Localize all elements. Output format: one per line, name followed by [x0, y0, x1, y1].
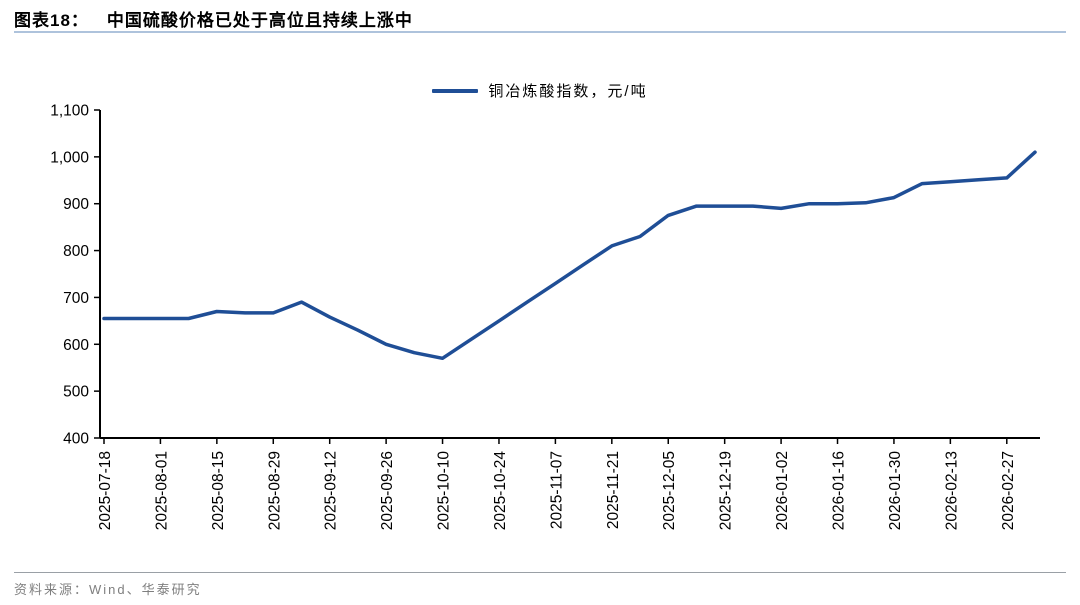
x-axis-label: 2025-11-07	[548, 451, 565, 529]
x-axis-label: 2026-01-02	[774, 451, 791, 530]
figure-header: 图表18： 中国硫酸价格已处于高位且持续上涨中	[14, 6, 1066, 31]
y-axis-label: 900	[63, 196, 89, 213]
x-axis-label: 2025-08-15	[210, 451, 227, 530]
y-axis-label: 500	[63, 384, 89, 401]
series-line	[102, 150, 1037, 361]
legend-line-swatch	[432, 88, 479, 93]
x-axis-label: 2026-01-30	[887, 451, 904, 531]
y-axis-label: 700	[63, 290, 89, 307]
y-axis-label: 600	[63, 337, 89, 354]
x-axis-label: 2026-02-13	[943, 451, 960, 530]
y-axis-label: 1,000	[50, 149, 89, 166]
x-axis-label: 2025-12-05	[661, 451, 678, 530]
source-note: 资料来源：Wind、华泰研究	[14, 582, 202, 597]
title-underline	[14, 31, 1066, 33]
x-axis-label: 2025-12-19	[718, 451, 735, 530]
figure-number-label: 图表18：	[14, 11, 89, 30]
x-axis-label: 2025-10-10	[436, 451, 453, 531]
y-axis-label: 1,100	[50, 103, 89, 120]
x-axis-label: 2026-02-27	[1000, 451, 1017, 530]
y-axis-label: 400	[63, 431, 89, 448]
x-axis-label: 2025-08-29	[266, 451, 283, 530]
footer-divider	[14, 572, 1066, 573]
x-axis-label: 2025-09-12	[323, 451, 340, 530]
y-axis-label: 800	[63, 243, 89, 260]
x-axis-label: 2025-10-24	[492, 451, 509, 531]
chart-legend: 铜冶炼酸指数，元/吨	[0, 80, 1080, 101]
x-axis-label: 2026-01-16	[831, 451, 848, 530]
x-axis-label: 2025-09-26	[379, 451, 396, 530]
chart-canvas: 400 500 600 700 800 900 1,000 1,100 2025-07-18 20…	[50, 103, 1040, 531]
x-axis-label: 2025-07-18	[97, 451, 114, 530]
line-chart: 400 500 600 700 800 900 1,000 1,100 2025-07-18 20…	[0, 100, 1080, 570]
x-axis-label: 2025-08-01	[153, 451, 170, 530]
figure-title: 中国硫酸价格已处于高位且持续上涨中	[106, 11, 413, 30]
x-axis-label: 2025-11-21	[605, 451, 622, 529]
legend-series-label: 铜冶炼酸指数，元/吨	[488, 83, 648, 100]
figure-title-row: 图表18： 中国硫酸价格已处于高位且持续上涨中	[14, 6, 1066, 31]
